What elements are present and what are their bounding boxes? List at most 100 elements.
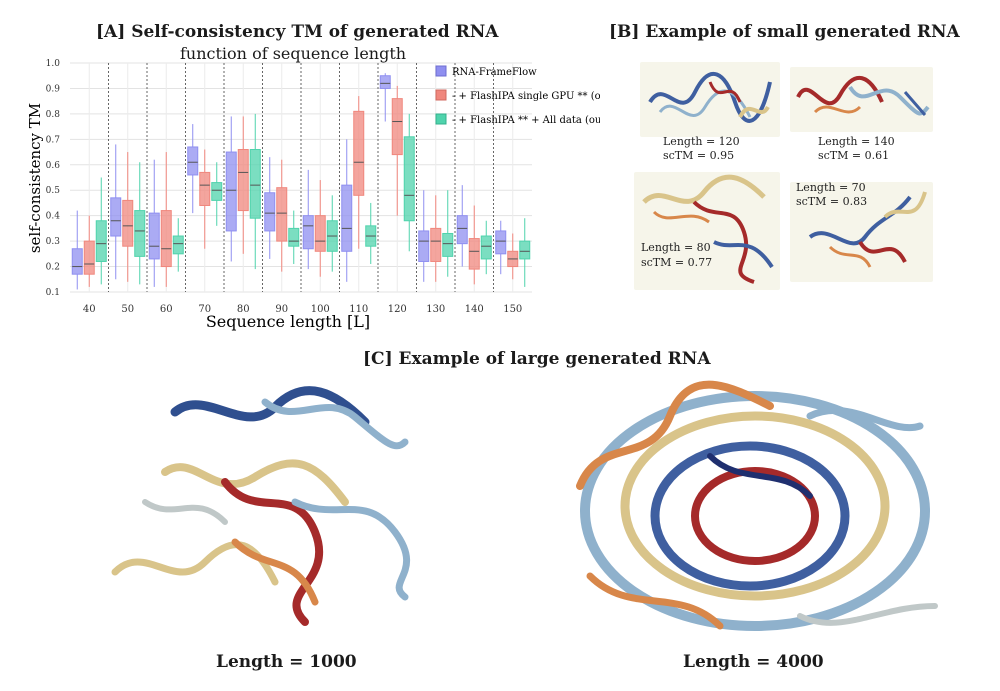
x-tick-label: 70 (198, 304, 211, 315)
large-rna-structure-1000 (111, 386, 411, 626)
legend-label-rna-frameflow: RNA-FrameFlow (452, 67, 537, 78)
x-tick-label: 130 (426, 304, 445, 315)
box-80-series-2 (249, 113, 261, 270)
panel-a-title: [A] Self-consistency TM of generated RNA (96, 22, 499, 42)
box-80-series-1 (237, 116, 249, 254)
thumb-2-sctm: scTM = 0.61 (818, 149, 890, 162)
box-120-series-1 (391, 85, 403, 216)
box-iqr (495, 230, 507, 255)
box-iqr (172, 235, 184, 255)
y-tick-label: 0.9 (46, 84, 61, 94)
box-iqr (237, 149, 249, 212)
panel-c-title: [C] Example of large generated RNA (363, 349, 711, 369)
box-iqr (249, 149, 261, 219)
box-130-series-0 (418, 190, 430, 282)
box-iqr (95, 220, 107, 262)
rna-thumbnail-3 (634, 172, 780, 290)
large-rna-caption-4000: Length = 4000 (683, 652, 824, 672)
y-tick-label: 0.8 (46, 110, 61, 120)
x-tick-label: 50 (121, 304, 134, 315)
box-iqr (211, 182, 223, 201)
box-150-series-1 (507, 233, 519, 280)
y-tick-label: 0.6 (46, 161, 61, 171)
legend: RNA-FrameFlow - + FlashIPA single GPU **… (435, 65, 600, 126)
box-140-series-0 (456, 185, 468, 267)
panel-a-subtitle: function of sequence length (180, 44, 407, 63)
y-tick-label: 0.2 (46, 263, 60, 273)
rna-thumbnail-4 (790, 182, 933, 282)
box-iqr (264, 192, 276, 232)
x-tick-label: 150 (503, 304, 522, 315)
y-tick-label: 0.5 (46, 186, 61, 196)
box-60-series-2 (172, 218, 184, 272)
large-rna-caption-1000: Length = 1000 (216, 652, 357, 672)
box-110-series-0 (341, 139, 353, 282)
rna-structure-icon (642, 174, 774, 284)
rna-thumbnail-2 (790, 67, 933, 132)
box-iqr (379, 75, 391, 89)
rna-structure-icon (648, 71, 772, 123)
box-60-series-0 (148, 159, 160, 287)
box-140-series-2 (480, 220, 492, 275)
x-tick-label: 110 (349, 304, 368, 315)
box-iqr (134, 210, 146, 257)
x-tick-label: 60 (160, 304, 173, 315)
box-plot-chart: 0.1 0.2 0.3 0.4 0.5 0.6 0.7 0.8 0.9 1.0 40 50 60 70 8… (26, 59, 600, 331)
box-iqr (187, 146, 199, 176)
box-150-series-0 (495, 220, 507, 275)
box-40-series-2 (95, 177, 107, 285)
box-iqr (519, 240, 531, 260)
x-tick-label: 100 (311, 304, 330, 315)
box-120-series-0 (379, 73, 391, 122)
box-70-series-1 (199, 149, 211, 249)
x-tick-labels: 40 50 60 70 80 90 100 110 120 130 140 150 (83, 304, 522, 315)
box-iqr (148, 212, 160, 260)
thumb-4-sctm: scTM = 0.83 (796, 195, 868, 208)
legend-swatch-flashipa-single-gpu (435, 89, 447, 101)
box-40-series-0 (71, 210, 83, 290)
box-110-series-2 (365, 202, 377, 265)
y-tick-label: 0.4 (46, 212, 61, 222)
rna-structure-icon (808, 191, 927, 268)
x-tick-label: 90 (275, 304, 288, 315)
x-tick-label: 40 (83, 304, 96, 315)
legend-label-flashipa-all-data: - + FlashIPA ** + All data (ours) (452, 115, 600, 126)
box-130-series-2 (442, 190, 454, 277)
x-tick-label: 80 (237, 304, 250, 315)
box-90-series-0 (264, 157, 276, 259)
box-iqr (276, 187, 288, 242)
box-iqr (341, 184, 353, 252)
box-iqr (480, 235, 492, 260)
rna-thumbnail-1 (640, 62, 780, 137)
x-axis-label: Sequence length [L] (206, 312, 370, 331)
y-axis-label: self-consistency TM (26, 103, 44, 253)
y-tick-label: 0.3 (46, 237, 61, 247)
box-60-series-1 (160, 152, 172, 287)
box-iqr (288, 227, 300, 247)
box-iqr (110, 197, 122, 237)
panel-b-title: [B] Example of small generated RNA (609, 22, 960, 42)
legend-label-flashipa-single-gpu: - + FlashIPA single GPU ** (ours) (452, 91, 600, 102)
box-140-series-1 (468, 205, 480, 285)
box-layer (71, 73, 531, 290)
thumb-3-sctm: scTM = 0.77 (641, 256, 713, 269)
box-100-series-2 (326, 195, 338, 272)
box-iqr (83, 240, 95, 275)
rna-structure-icon (796, 75, 930, 116)
box-130-series-1 (430, 195, 442, 282)
x-tick-label: 140 (465, 304, 484, 315)
box-iqr (418, 230, 430, 262)
box-iqr (468, 238, 480, 270)
box-110-series-1 (353, 96, 365, 249)
box-40-series-1 (83, 215, 95, 287)
box-iqr (442, 232, 454, 257)
box-iqr (302, 215, 314, 250)
large-rna-structure-4000 (576, 380, 938, 631)
box-iqr (403, 136, 415, 222)
box-70-series-0 (187, 124, 199, 214)
thumb-1-sctm: scTM = 0.95 (663, 149, 735, 162)
box-100-series-0 (302, 169, 314, 270)
box-iqr (160, 210, 172, 268)
box-iqr (430, 227, 442, 262)
legend-swatch-flashipa-all-data (435, 113, 447, 125)
